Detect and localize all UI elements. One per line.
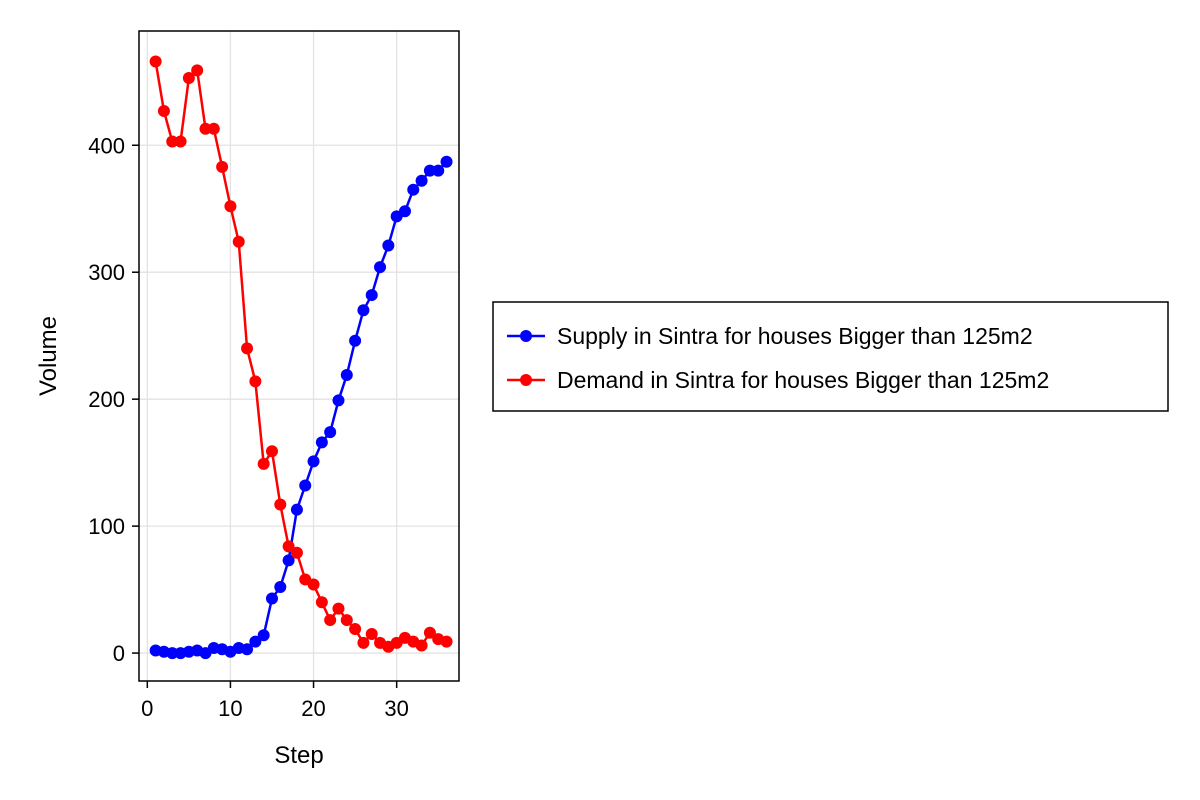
x-tick-label: 10: [218, 696, 242, 721]
data-point: [423, 164, 436, 177]
data-point: [398, 205, 411, 218]
grid-lines: [139, 31, 459, 681]
data-point: [241, 342, 254, 355]
data-point: [282, 554, 295, 567]
series-layer: [149, 55, 453, 660]
data-point: [299, 479, 312, 492]
data-point: [315, 596, 328, 609]
data-point: [340, 369, 353, 382]
data-point: [224, 200, 237, 213]
data-point: [166, 135, 179, 148]
legend-demand-marker: [520, 374, 532, 386]
data-point: [232, 235, 245, 248]
legend-supply-marker: [520, 330, 532, 342]
data-point: [307, 578, 320, 591]
series-demand: [149, 55, 453, 653]
data-point: [349, 334, 362, 347]
x-tick-label: 30: [384, 696, 408, 721]
legend-entry-demand: Demand in Sintra for houses Bigger than …: [507, 367, 1049, 393]
data-point: [191, 64, 204, 77]
y-tick-label: 100: [88, 514, 125, 539]
data-point: [365, 289, 378, 302]
x-axis-label: Step: [274, 742, 323, 769]
data-point: [249, 635, 262, 648]
x-tick-label: 0: [141, 696, 153, 721]
legend-demand-label: Demand in Sintra for houses Bigger than …: [557, 367, 1049, 393]
data-point: [407, 183, 420, 196]
data-point: [324, 614, 337, 627]
legend-supply-label: Supply in Sintra for houses Bigger than …: [557, 323, 1033, 349]
data-point: [166, 647, 179, 660]
data-point: [265, 592, 278, 605]
data-point: [440, 155, 453, 168]
series-supply: [149, 155, 453, 660]
data-point: [349, 622, 362, 635]
data-point: [432, 164, 445, 177]
series-line: [154, 61, 447, 648]
data-point: [257, 629, 270, 642]
data-point: [440, 635, 453, 648]
data-point: [290, 503, 303, 516]
data-point: [249, 375, 262, 388]
legend-entry-supply: Supply in Sintra for houses Bigger than …: [507, 323, 1033, 349]
data-point: [241, 643, 254, 656]
plot-frame: [138, 30, 460, 682]
data-point: [332, 602, 345, 615]
data-point: [282, 540, 295, 553]
data-point: [274, 581, 287, 594]
y-tick-label: 0: [113, 641, 125, 666]
data-point: [382, 239, 395, 252]
data-point: [315, 436, 328, 449]
data-point: [274, 498, 287, 511]
data-point: [332, 394, 345, 407]
legend: Supply in Sintra for houses Bigger than …: [492, 301, 1169, 412]
data-point: [199, 122, 212, 135]
data-point: [307, 455, 320, 468]
x-tick-label: 20: [301, 696, 325, 721]
data-point: [365, 628, 378, 641]
y-tick-label: 400: [88, 133, 125, 158]
data-point: [340, 614, 353, 627]
data-point: [357, 636, 370, 649]
data-point: [290, 546, 303, 559]
data-point: [157, 104, 170, 117]
y-axis-label: Volume: [35, 316, 62, 396]
data-point: [423, 626, 436, 639]
data-point: [149, 55, 162, 68]
data-point: [265, 445, 278, 458]
legend-box: [492, 301, 1169, 412]
data-point: [216, 160, 229, 173]
y-tick-label: 300: [88, 260, 125, 285]
data-point: [257, 457, 270, 470]
data-point: [357, 304, 370, 317]
data-point: [207, 122, 220, 135]
data-point: [374, 261, 387, 274]
data-point: [182, 71, 195, 84]
data-point: [174, 135, 187, 148]
data-point: [415, 639, 428, 652]
data-point: [415, 174, 428, 187]
data-point: [324, 426, 337, 439]
y-tick-label: 200: [88, 387, 125, 412]
